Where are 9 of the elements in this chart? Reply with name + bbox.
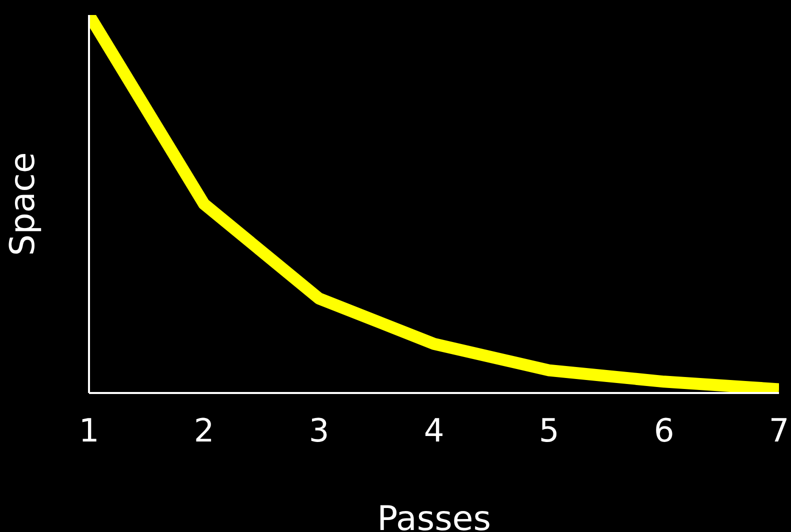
x-tick-label: 6: [654, 412, 674, 450]
x-axis-title: Passes: [377, 499, 491, 532]
x-tick-label: 7: [768, 412, 790, 450]
x-tick-label: 5: [538, 412, 560, 450]
x-tick-label: 4: [424, 412, 444, 450]
x-tick-label: 3: [308, 412, 330, 450]
x-tick-label: 1: [78, 412, 100, 450]
x-tick-label: 2: [194, 412, 214, 450]
y-axis-title: Space: [3, 152, 44, 256]
